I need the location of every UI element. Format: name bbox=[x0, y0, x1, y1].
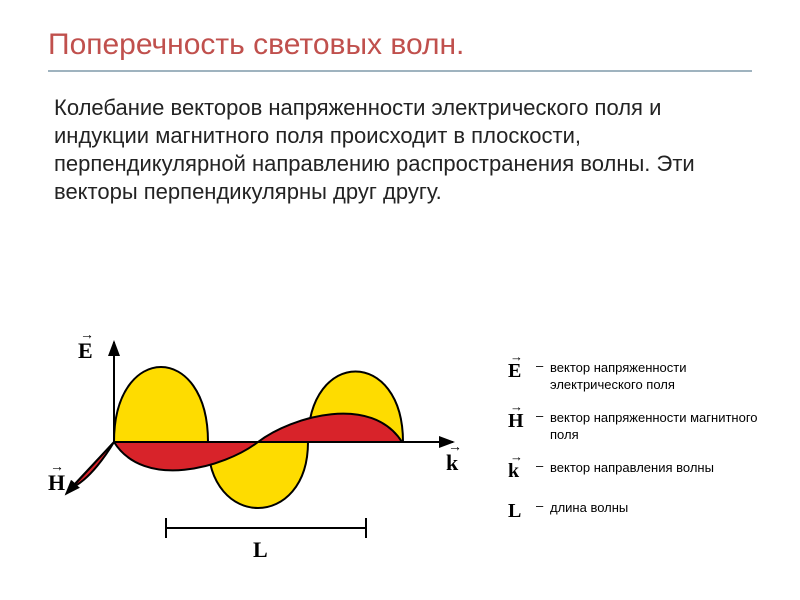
legend-text-H: вектор напряженности магнитного поля bbox=[550, 408, 758, 444]
title-underline bbox=[48, 70, 752, 72]
legend: E – вектор напряженности электрического … bbox=[508, 358, 758, 538]
axis-label-L: L bbox=[253, 537, 268, 563]
slide-title: Поперечность световых волн. bbox=[48, 28, 752, 62]
legend-dash: – bbox=[536, 408, 550, 425]
slide: Поперечность световых волн. Колебание ве… bbox=[0, 0, 800, 600]
legend-sym-E: E bbox=[508, 358, 536, 384]
legend-dash: – bbox=[536, 498, 550, 515]
legend-sym-H: H bbox=[508, 408, 536, 434]
legend-dash: – bbox=[536, 358, 550, 375]
body-paragraph: Колебание векторов напряженности электри… bbox=[54, 94, 746, 207]
legend-row-k: k – вектор направления волны bbox=[508, 458, 758, 484]
legend-text-L: длина волны bbox=[550, 498, 628, 517]
legend-text-k: вектор направления волны bbox=[550, 458, 714, 477]
legend-dash: – bbox=[536, 458, 550, 475]
legend-row-H: H – вектор напряженности магнитного поля bbox=[508, 408, 758, 444]
figure-area: E H k L E – вектор напряженности электри… bbox=[48, 330, 758, 590]
legend-text-E: вектор напряженности электрического поля bbox=[550, 358, 758, 394]
legend-sym-L: L bbox=[508, 498, 536, 524]
wave-diagram: E H k L bbox=[48, 330, 478, 570]
legend-row-L: L – длина волны bbox=[508, 498, 758, 524]
legend-sym-k: k bbox=[508, 458, 536, 484]
wave-svg bbox=[48, 330, 478, 570]
axis-label-H: H bbox=[48, 470, 65, 496]
axis-label-E: E bbox=[78, 338, 93, 364]
axis-label-k: k bbox=[446, 450, 458, 476]
legend-row-E: E – вектор напряженности электрического … bbox=[508, 358, 758, 394]
